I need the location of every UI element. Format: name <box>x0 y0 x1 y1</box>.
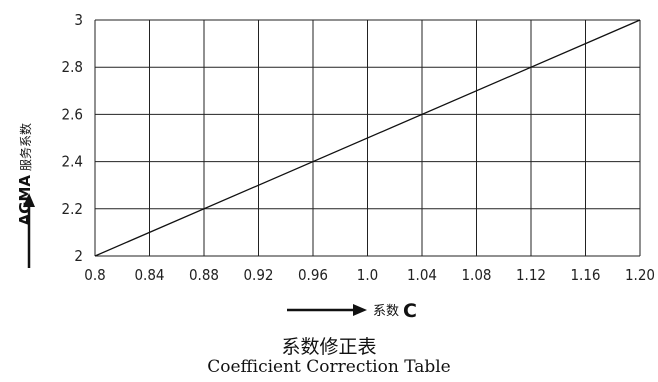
chart-series <box>94 19 641 257</box>
chart-subtitle: Coefficient Correction Table <box>207 357 451 377</box>
x-tick-label: 1.08 <box>461 266 491 284</box>
x-tick-label: 0.96 <box>298 266 328 284</box>
y-tick-label: 2.2 <box>62 200 83 218</box>
y-axis-arrow-icon <box>23 193 35 268</box>
x-tick-label: 1.04 <box>407 266 437 284</box>
x-tick-label: 0.84 <box>134 266 164 284</box>
x-axis-label-var: C <box>403 300 417 322</box>
series-line <box>94 19 641 257</box>
chart-grid <box>94 19 641 257</box>
x-tick-label: 1.20 <box>625 266 655 284</box>
x-tick-label: 0.88 <box>189 266 219 284</box>
x-tick-label: 1.16 <box>570 266 600 284</box>
x-tick-label: 1.12 <box>516 266 546 284</box>
y-tick-label: 2 <box>74 247 83 265</box>
x-tick-label: 0.92 <box>243 266 273 284</box>
y-axis-ticks: 2 2.2 2.4 2.6 2.8 3 <box>62 11 83 265</box>
y-tick-label: 2.4 <box>62 153 83 171</box>
y-tick-label: 2.8 <box>62 58 83 76</box>
chart-title: 系数修正表 <box>281 336 377 358</box>
x-axis-ticks: 0.8 0.84 0.88 0.92 0.96 1.0 1.04 1.08 1.12 1.16 1.… <box>84 266 655 284</box>
x-axis-label-cn: 系数 <box>373 304 399 319</box>
y-tick-label: 2.6 <box>62 105 83 123</box>
y-axis-label: AGMA 服务系数 <box>16 123 34 225</box>
x-tick-label: 1.0 <box>357 266 378 284</box>
y-axis-label-cn: 服务系数 <box>18 123 33 171</box>
y-tick-label: 3 <box>74 11 83 29</box>
x-tick-label: 0.8 <box>84 266 105 284</box>
x-axis-arrow-icon <box>287 304 367 316</box>
